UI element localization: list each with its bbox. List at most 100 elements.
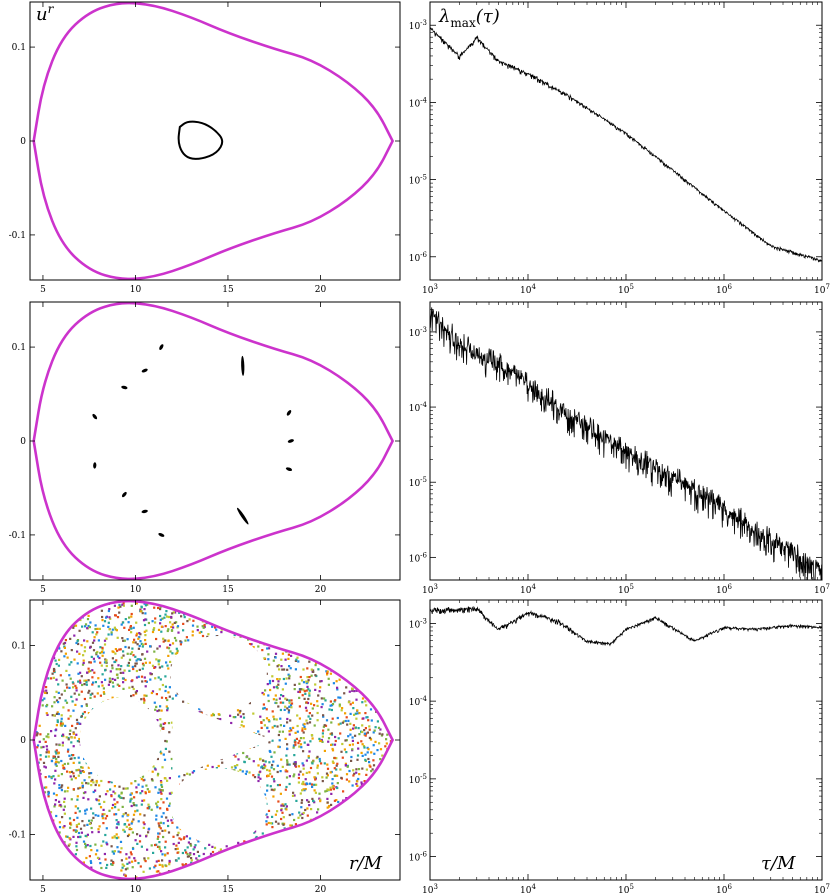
lyapunov-series (430, 307, 822, 580)
chaos-point (395, 682, 397, 684)
chaos-point (323, 647, 326, 650)
chaos-point (356, 627, 359, 630)
chaos-point (381, 754, 384, 757)
chaos-point (135, 804, 138, 807)
chaos-point (122, 864, 126, 867)
chaos-point (374, 687, 377, 690)
chaos-point (316, 764, 319, 767)
chaos-point (128, 628, 131, 631)
chaos-point (102, 687, 105, 690)
chaos-point (325, 789, 328, 792)
chaos-point (333, 774, 336, 777)
chaos-point (166, 819, 169, 822)
chaos-point (89, 646, 92, 649)
chaos-point (290, 852, 293, 855)
chaos-point (74, 829, 77, 832)
chaos-point (143, 857, 146, 860)
x-tick-label: 15 (222, 285, 234, 295)
chaos-point (33, 659, 35, 662)
chaos-point (395, 635, 397, 637)
chaos-point (159, 780, 163, 783)
chaos-point (201, 625, 204, 628)
chaos-point (304, 808, 307, 812)
chaos-point (293, 818, 296, 822)
chaos-point (293, 739, 297, 742)
chaos-point (33, 674, 36, 677)
chaos-point (290, 702, 294, 705)
chaos-point (347, 817, 350, 820)
chaos-point (327, 657, 330, 660)
chaos-point (127, 664, 131, 667)
chaos-point (241, 610, 245, 613)
chaos-point (74, 830, 78, 833)
chaos-point (385, 645, 388, 648)
chaos-point (310, 826, 313, 830)
chaos-point (165, 610, 168, 613)
chaos-point (396, 866, 398, 868)
chaos-point (177, 607, 180, 610)
chaos-point (34, 780, 37, 783)
chaos-point (345, 642, 348, 645)
chaos-point (362, 745, 366, 748)
chaos-point (301, 727, 304, 730)
chaos-point (286, 619, 289, 622)
chaos-point (135, 602, 138, 605)
chaos-point (346, 602, 349, 605)
chaos-point (346, 839, 350, 842)
chaos-point (261, 759, 265, 762)
chaos-point (326, 620, 329, 623)
chaos-point (320, 680, 323, 683)
chaos-point (245, 606, 248, 609)
chaos-point (268, 769, 271, 772)
chaos-point (231, 606, 234, 609)
chaos-point (55, 760, 58, 763)
chaos-point (302, 825, 305, 828)
chaos-point (301, 647, 305, 650)
chaos-point (346, 723, 349, 726)
chaos-point (211, 765, 214, 769)
chaos-point (254, 610, 257, 613)
x-tick-label: 20 (315, 585, 327, 595)
chaos-point (260, 726, 263, 729)
chaos-point (45, 745, 48, 748)
chaos-point (367, 814, 370, 817)
chaos-point (321, 837, 324, 840)
chaos-point (279, 708, 282, 712)
chaos-point (171, 697, 174, 700)
chaos-point (267, 699, 270, 703)
chaos-point (224, 610, 227, 613)
chaos-point (312, 644, 315, 648)
chaos-point (118, 611, 121, 614)
chaos-point (93, 660, 96, 663)
y-tick-label: 10-4 (409, 695, 428, 708)
chaos-point (155, 870, 158, 873)
chaos-point (387, 764, 390, 767)
chaos-point (54, 778, 57, 781)
chaos-point (155, 843, 158, 846)
chaos-point (397, 872, 399, 874)
chaos-point (131, 665, 134, 668)
chaos-point (59, 634, 63, 637)
chaos-point (268, 647, 271, 650)
chaos-point (138, 636, 141, 639)
chaos-point (161, 864, 164, 867)
chaos-point (171, 642, 175, 645)
chaos-point (103, 620, 107, 623)
chaos-point (94, 853, 98, 856)
chaos-point (298, 717, 301, 720)
chaos-point (237, 601, 240, 604)
chaos-point (271, 822, 274, 825)
chaos-point (294, 741, 297, 744)
chaos-point (377, 787, 380, 790)
chaos-point (201, 634, 205, 638)
chaos-point (99, 694, 102, 697)
chaos-point (331, 877, 334, 879)
chaos-point (327, 601, 331, 604)
chaos-point (268, 679, 272, 683)
chaos-point (353, 631, 356, 634)
chaos-point (70, 695, 73, 698)
chaos-point (322, 869, 325, 872)
chaos-point (88, 855, 91, 858)
chaos-point (146, 650, 149, 653)
chaos-point (56, 720, 59, 724)
